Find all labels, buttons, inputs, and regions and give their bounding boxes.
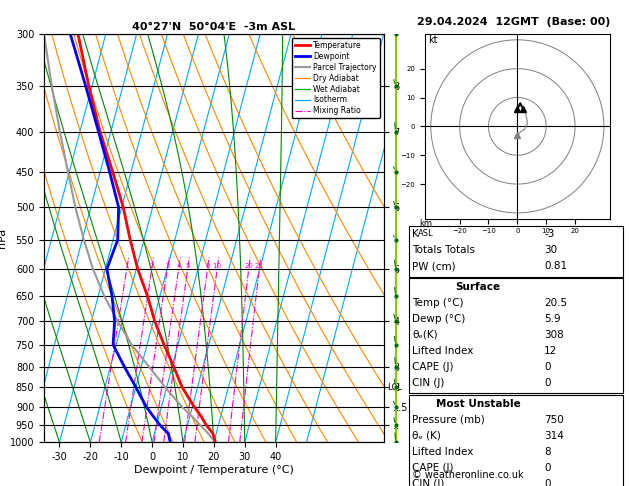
Text: © weatheronline.co.uk: © weatheronline.co.uk: [412, 470, 523, 480]
Text: 25: 25: [255, 263, 264, 269]
Text: 8: 8: [205, 263, 209, 269]
Text: CAPE (J): CAPE (J): [412, 463, 454, 473]
Text: 20: 20: [244, 263, 253, 269]
Legend: Temperature, Dewpoint, Parcel Trajectory, Dry Adiabat, Wet Adiabat, Isotherm, Mi: Temperature, Dewpoint, Parcel Trajectory…: [292, 38, 380, 119]
Text: 4: 4: [177, 263, 181, 269]
Title: 40°27'N  50°04'E  -3m ASL: 40°27'N 50°04'E -3m ASL: [132, 22, 296, 32]
Text: Surface: Surface: [455, 282, 501, 292]
X-axis label: Dewpoint / Temperature (°C): Dewpoint / Temperature (°C): [134, 465, 294, 475]
Text: 30: 30: [544, 245, 557, 256]
Text: CIN (J): CIN (J): [412, 378, 444, 388]
Text: 2: 2: [150, 263, 154, 269]
Text: 0: 0: [544, 479, 550, 486]
Text: -3: -3: [544, 229, 554, 240]
Text: 750: 750: [544, 415, 564, 425]
Text: 1: 1: [125, 263, 129, 269]
Text: Lifted Index: Lifted Index: [412, 346, 474, 356]
Text: 8: 8: [544, 447, 551, 457]
Text: Pressure (mb): Pressure (mb): [412, 415, 485, 425]
Text: Totals Totals: Totals Totals: [412, 245, 475, 256]
Text: 0: 0: [544, 463, 550, 473]
Text: K: K: [412, 229, 419, 240]
Y-axis label: hPa: hPa: [0, 228, 7, 248]
Text: Dewp (°C): Dewp (°C): [412, 314, 465, 324]
Text: 0.81: 0.81: [544, 261, 567, 272]
Text: 20.5: 20.5: [544, 298, 567, 308]
Text: Lifted Index: Lifted Index: [412, 447, 474, 457]
Text: 5: 5: [186, 263, 190, 269]
Text: θₑ (K): θₑ (K): [412, 431, 441, 441]
Text: 12: 12: [544, 346, 557, 356]
Text: 5.9: 5.9: [544, 314, 560, 324]
Text: CIN (J): CIN (J): [412, 479, 444, 486]
Text: kt: kt: [428, 35, 437, 45]
Text: Most Unstable: Most Unstable: [436, 399, 520, 409]
Text: 0: 0: [544, 362, 550, 372]
Text: LCL: LCL: [387, 382, 402, 392]
Text: 10: 10: [213, 263, 221, 269]
Text: 29.04.2024  12GMT  (Base: 00): 29.04.2024 12GMT (Base: 00): [417, 17, 610, 27]
Text: 0: 0: [544, 378, 550, 388]
Text: 314: 314: [544, 431, 564, 441]
Text: Temp (°C): Temp (°C): [412, 298, 464, 308]
Text: PW (cm): PW (cm): [412, 261, 455, 272]
Y-axis label: km
ASL: km ASL: [418, 219, 433, 238]
Text: 308: 308: [544, 330, 564, 340]
Text: 3: 3: [165, 263, 169, 269]
Text: CAPE (J): CAPE (J): [412, 362, 454, 372]
Text: θₑ(K): θₑ(K): [412, 330, 438, 340]
